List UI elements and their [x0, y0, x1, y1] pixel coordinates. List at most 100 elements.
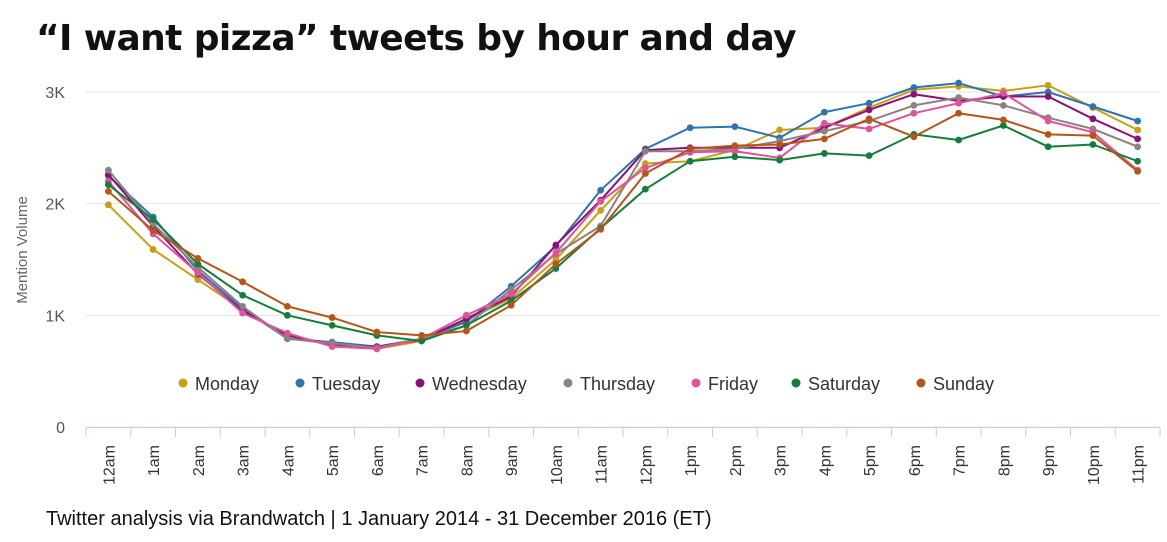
x-tick-label: 5pm — [862, 445, 879, 476]
x-tick-label: 9am — [504, 445, 521, 476]
y-tick-label: 0 — [56, 420, 65, 437]
data-point — [955, 94, 963, 101]
data-point — [820, 108, 828, 116]
data-point — [820, 119, 828, 127]
data-point — [641, 164, 649, 172]
data-point — [820, 135, 828, 143]
data-point — [1134, 167, 1142, 175]
data-point — [865, 115, 873, 123]
x-tick-label: 1am — [146, 445, 163, 476]
data-point — [1134, 135, 1142, 143]
data-point — [462, 327, 470, 335]
x-tick-label: 2am — [191, 445, 208, 476]
data-point — [597, 206, 605, 214]
data-point — [283, 329, 291, 337]
data-point — [597, 198, 605, 205]
legend-item[interactable]: Sunday — [916, 374, 995, 394]
legend-label: Sunday — [933, 374, 994, 394]
data-point — [910, 84, 918, 91]
legend-marker — [295, 378, 305, 388]
data-point — [641, 170, 649, 177]
legend-item[interactable]: Tuesday — [295, 374, 381, 394]
legend-marker — [791, 378, 801, 388]
data-point — [149, 215, 157, 223]
legend-item[interactable]: Saturday — [791, 374, 881, 394]
data-point — [865, 99, 873, 107]
data-point — [955, 109, 963, 117]
y-tick-label: 1K — [45, 308, 65, 325]
series-thursday — [104, 94, 1142, 352]
data-point — [1044, 143, 1052, 151]
data-point — [731, 123, 739, 131]
x-tick-label: 5am — [325, 445, 342, 476]
data-point — [104, 187, 112, 195]
y-axis-label: Mention Volume — [14, 196, 31, 304]
legend-label: Thursday — [580, 374, 655, 394]
x-tick-label: 2pm — [728, 445, 745, 476]
series-line — [107, 92, 1139, 350]
data-point — [1089, 132, 1097, 139]
data-point — [641, 147, 649, 155]
data-point — [597, 186, 605, 194]
data-point — [507, 290, 515, 298]
data-point — [552, 241, 560, 249]
data-point — [999, 102, 1007, 109]
data-point — [999, 89, 1007, 97]
x-tick-label: 7pm — [952, 445, 969, 476]
data-point — [328, 343, 336, 350]
data-point — [194, 260, 202, 268]
legend-marker — [178, 378, 188, 388]
data-point — [1089, 141, 1097, 148]
x-tick-label: 4am — [280, 445, 297, 476]
data-point — [776, 141, 784, 148]
data-point — [239, 291, 247, 299]
x-tick-label: 12pm — [638, 445, 655, 485]
data-point — [283, 311, 291, 319]
data-point — [149, 227, 157, 234]
data-point — [641, 185, 649, 193]
x-tick-label: 8am — [459, 445, 476, 476]
series-sunday — [104, 109, 1142, 339]
data-point — [776, 156, 784, 164]
x-tick-label: 12am — [101, 445, 118, 485]
x-tick-label: 3am — [236, 445, 253, 476]
data-point — [328, 314, 336, 321]
series-line — [107, 96, 1138, 349]
data-point — [194, 269, 202, 277]
legend-item[interactable]: Wednesday — [415, 374, 527, 394]
legend-item[interactable]: Friday — [691, 374, 759, 394]
legend-item[interactable]: Thursday — [563, 374, 656, 394]
data-point — [1089, 103, 1097, 110]
data-point — [910, 133, 918, 141]
data-point — [1134, 126, 1142, 134]
data-point — [328, 321, 336, 329]
series-tuesday — [104, 79, 1142, 350]
data-point — [1134, 157, 1142, 165]
data-point — [283, 303, 291, 310]
series-lines — [104, 79, 1142, 353]
data-point — [239, 278, 247, 286]
data-point — [999, 116, 1007, 124]
source-caption: Twitter analysis via Brandwatch | 1 Janu… — [46, 508, 712, 530]
chart-title: “I want pizza” tweets by hour and day — [36, 18, 797, 59]
data-point — [686, 124, 694, 132]
x-axis: 12am 1am 2am 3am 4am 5am 6am 7am 8am 9am 10am 11am 1… — [85, 427, 1161, 485]
legend-item[interactable]: Monday — [178, 374, 260, 394]
legend: Monday Tuesday Wednesday Thursday Friday Satu… — [178, 374, 995, 394]
x-tick-label: 11pm — [1131, 445, 1148, 484]
x-tick-label: 1pm — [683, 445, 700, 476]
y-axis: 0 1K 2K 3K — [45, 85, 65, 437]
data-point — [865, 125, 873, 133]
y-tick-label: 3K — [45, 85, 65, 102]
data-point — [955, 136, 963, 144]
data-point — [462, 311, 470, 319]
data-point — [1044, 131, 1052, 138]
x-tick-label: 10am — [549, 445, 566, 485]
data-point — [194, 276, 202, 283]
data-point — [999, 122, 1007, 129]
data-point — [149, 246, 157, 253]
data-point — [194, 254, 202, 262]
x-tick-label: 6am — [370, 445, 387, 476]
legend-marker — [691, 378, 701, 388]
data-point — [418, 337, 426, 345]
